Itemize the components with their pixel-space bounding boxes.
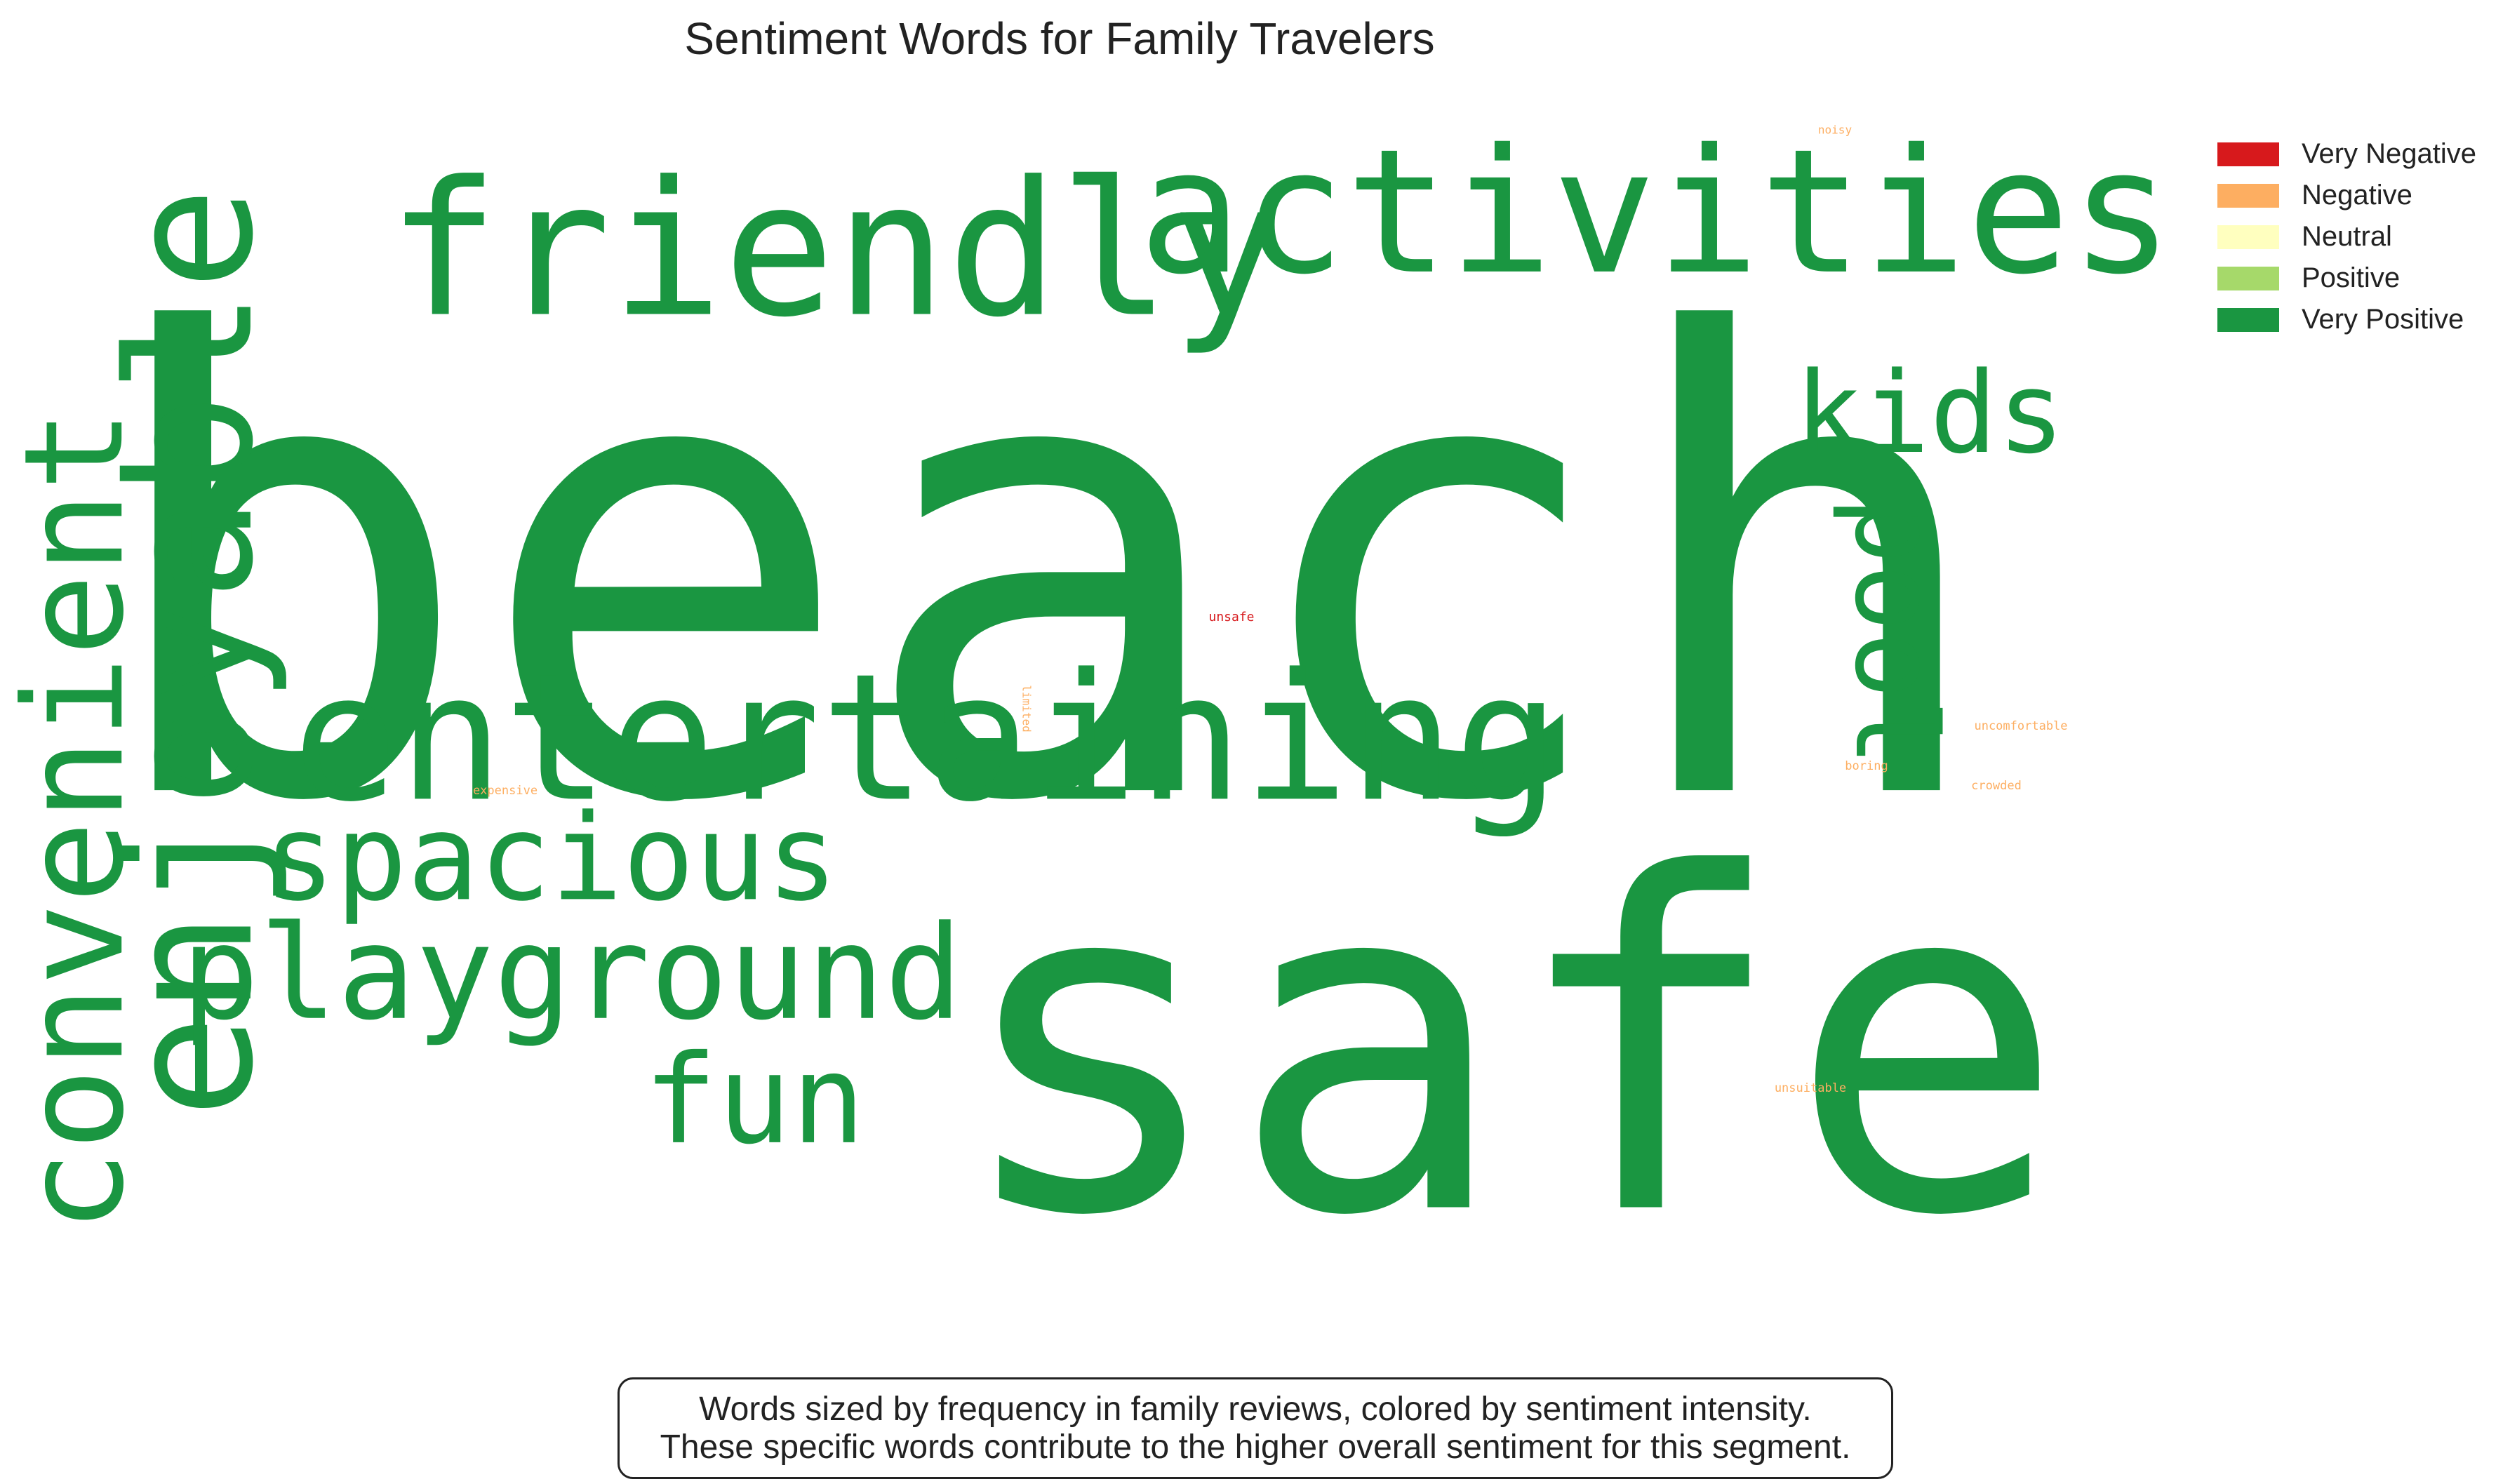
legend-item-negative: Negative bbox=[2217, 175, 2476, 216]
word-safe: safe bbox=[951, 777, 2066, 1316]
word-enjoyable: enjoyable bbox=[91, 187, 291, 1118]
legend: Very Negative Negative Neutral Positive … bbox=[2217, 133, 2476, 340]
word-expensive: expensive bbox=[473, 784, 538, 798]
legend-swatch-negative bbox=[2217, 183, 2279, 208]
word-boring: boring bbox=[1845, 759, 1888, 773]
caption-line-1: Words sized by frequency in family revie… bbox=[699, 1391, 1812, 1428]
legend-label-negative: Negative bbox=[2302, 180, 2412, 210]
legend-swatch-very-negative bbox=[2217, 142, 2279, 166]
chart-title: Sentiment Words for Family Travelers bbox=[684, 13, 1435, 64]
caption-box: Words sized by frequency in family revie… bbox=[618, 1377, 1893, 1479]
word-noisy: noisy bbox=[1818, 123, 1853, 137]
word-beach: beach bbox=[95, 205, 1996, 940]
legend-label-very-negative: Very Negative bbox=[2302, 138, 2477, 169]
legend-item-positive: Positive bbox=[2217, 258, 2476, 299]
word-crowded: crowded bbox=[1971, 779, 2022, 793]
word-kids: kids bbox=[1794, 347, 2064, 479]
legend-label-neutral: Neutral bbox=[2302, 221, 2392, 252]
word-fun: fun bbox=[643, 1029, 865, 1172]
word-friendly: friendly bbox=[387, 142, 1283, 358]
word-spacious: spacious bbox=[264, 789, 839, 928]
word-unsuitable: unsuitable bbox=[1775, 1081, 1846, 1095]
word-pool: pool bbox=[1830, 496, 1961, 766]
word-limited: limited bbox=[1020, 685, 1034, 732]
legend-swatch-very-positive bbox=[2217, 307, 2279, 332]
legend-item-very-positive: Very Positive bbox=[2217, 299, 2476, 340]
word-playground: playground bbox=[181, 897, 963, 1049]
legend-label-positive: Positive bbox=[2302, 262, 2401, 293]
word-uncomfortable: uncomfortable bbox=[1974, 719, 2067, 733]
word-unsafe: unsafe bbox=[1208, 610, 1254, 624]
legend-swatch-positive bbox=[2217, 266, 2279, 290]
word-entertaining: entertaining bbox=[293, 636, 1560, 840]
legend-item-very-negative: Very Negative bbox=[2217, 133, 2476, 175]
legend-swatch-neutral bbox=[2217, 225, 2279, 249]
word-convenient: convenient bbox=[0, 409, 154, 1233]
caption-line-2: These specific words contribute to the h… bbox=[660, 1429, 1851, 1466]
legend-item-neutral: Neutral bbox=[2217, 216, 2476, 258]
legend-label-very-positive: Very Positive bbox=[2302, 304, 2464, 335]
word-activities: activities bbox=[1138, 112, 2173, 312]
